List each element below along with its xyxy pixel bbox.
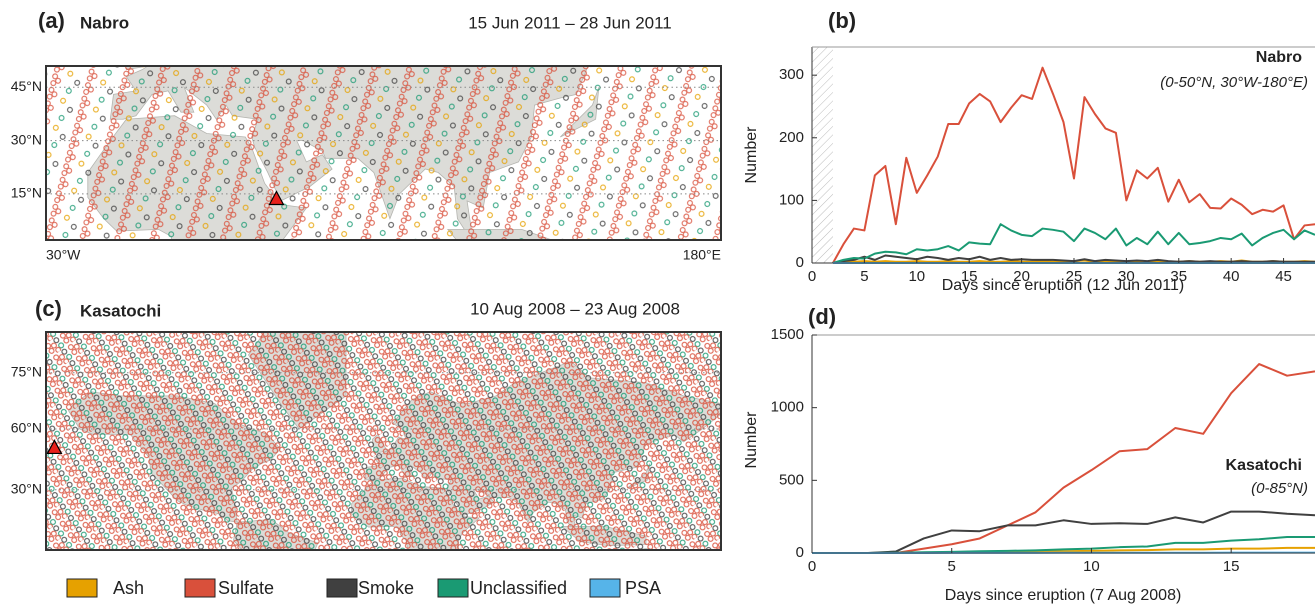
lat-tick-label: 30°N bbox=[11, 131, 42, 147]
shaded-range bbox=[812, 47, 833, 263]
y-tick-label: 300 bbox=[779, 66, 804, 83]
y-tick-label: 0 bbox=[796, 544, 804, 561]
y-axis-label: Number bbox=[743, 411, 760, 469]
legend-label: Unclassified bbox=[470, 578, 567, 598]
y-tick-label: 0 bbox=[796, 254, 804, 271]
x-tick-label: 30 bbox=[1118, 268, 1135, 285]
series-line bbox=[812, 510, 1315, 554]
legend-label: Ash bbox=[113, 578, 144, 598]
legend-swatch bbox=[589, 578, 621, 598]
legend-swatch bbox=[66, 578, 98, 598]
chart-subtitle: (0-85°N) bbox=[1251, 480, 1308, 497]
date-range: 15 Jun 2011 – 28 Jun 2011 bbox=[468, 13, 672, 32]
x-tick-label: 40 bbox=[1223, 268, 1240, 285]
y-tick-label: 1000 bbox=[771, 399, 804, 416]
panel-label: (b) bbox=[828, 8, 856, 33]
y-tick-label: 200 bbox=[779, 129, 804, 146]
y-tick-label: 100 bbox=[779, 191, 804, 208]
legend-label: PSA bbox=[625, 578, 661, 598]
panel-label: (a) bbox=[38, 8, 65, 33]
lon-tick-label: 30°W bbox=[46, 247, 81, 263]
lat-tick-label: 45°N bbox=[11, 78, 42, 94]
x-tick-label: 10 bbox=[1083, 558, 1100, 575]
series-line bbox=[832, 66, 1315, 264]
chart-title: Kasatochi bbox=[1226, 457, 1302, 474]
x-tick-label: 45 bbox=[1275, 268, 1292, 285]
x-tick-label: 15 bbox=[1223, 558, 1240, 575]
panel-label: (c) bbox=[35, 296, 62, 321]
observation-tracks bbox=[46, 332, 721, 550]
y-tick-label: 500 bbox=[779, 471, 804, 488]
x-axis-label: Days since eruption (7 Aug 2008) bbox=[945, 587, 1182, 604]
date-range: 10 Aug 2008 – 23 Aug 2008 bbox=[470, 299, 680, 318]
x-tick-label: 0 bbox=[808, 268, 816, 285]
x-tick-label: 35 bbox=[1170, 268, 1187, 285]
x-axis-label: Days since eruption (12 Jun 2011) bbox=[942, 277, 1185, 294]
legend-label: Sulfate bbox=[218, 578, 274, 598]
lon-tick-label: 180°E bbox=[683, 247, 721, 263]
map-title: Nabro bbox=[80, 13, 129, 32]
y-tick-label: 1500 bbox=[771, 326, 804, 343]
land-shape bbox=[281, 290, 304, 336]
legend-swatch bbox=[184, 578, 216, 598]
map-frame bbox=[45, 65, 722, 241]
land-shape bbox=[0, 212, 30, 443]
panel-label: (d) bbox=[808, 304, 836, 329]
x-tick-label: 25 bbox=[1066, 268, 1083, 285]
volcano-marker bbox=[268, 190, 285, 206]
legend-label: Smoke bbox=[358, 578, 414, 598]
lat-tick-label: 60°N bbox=[11, 420, 42, 436]
lat-tick-label: 15°N bbox=[11, 185, 42, 201]
land-shape bbox=[473, 549, 475, 550]
x-tick-label: 20 bbox=[1013, 268, 1030, 285]
map-frame bbox=[45, 331, 722, 551]
observation-tracks bbox=[46, 66, 721, 240]
x-tick-label: 5 bbox=[860, 268, 868, 285]
x-tick-label: 15 bbox=[961, 268, 978, 285]
chart-title: Nabro bbox=[1256, 49, 1302, 66]
series-line bbox=[832, 223, 1315, 264]
map-title: Kasatochi bbox=[80, 301, 161, 320]
lat-tick-label: 30°N bbox=[11, 480, 42, 496]
x-tick-label: 5 bbox=[948, 558, 956, 575]
legend-swatch bbox=[437, 578, 469, 598]
y-axis-label: Number bbox=[743, 126, 760, 184]
x-tick-label: 10 bbox=[908, 268, 925, 285]
x-tick-label: 0 bbox=[808, 558, 816, 575]
lat-tick-label: 75°N bbox=[11, 363, 42, 379]
chart-subtitle: (0-50°N, 30°W-180°E) bbox=[1160, 74, 1308, 91]
legend-swatch bbox=[326, 578, 358, 598]
volcano-marker bbox=[46, 439, 63, 455]
